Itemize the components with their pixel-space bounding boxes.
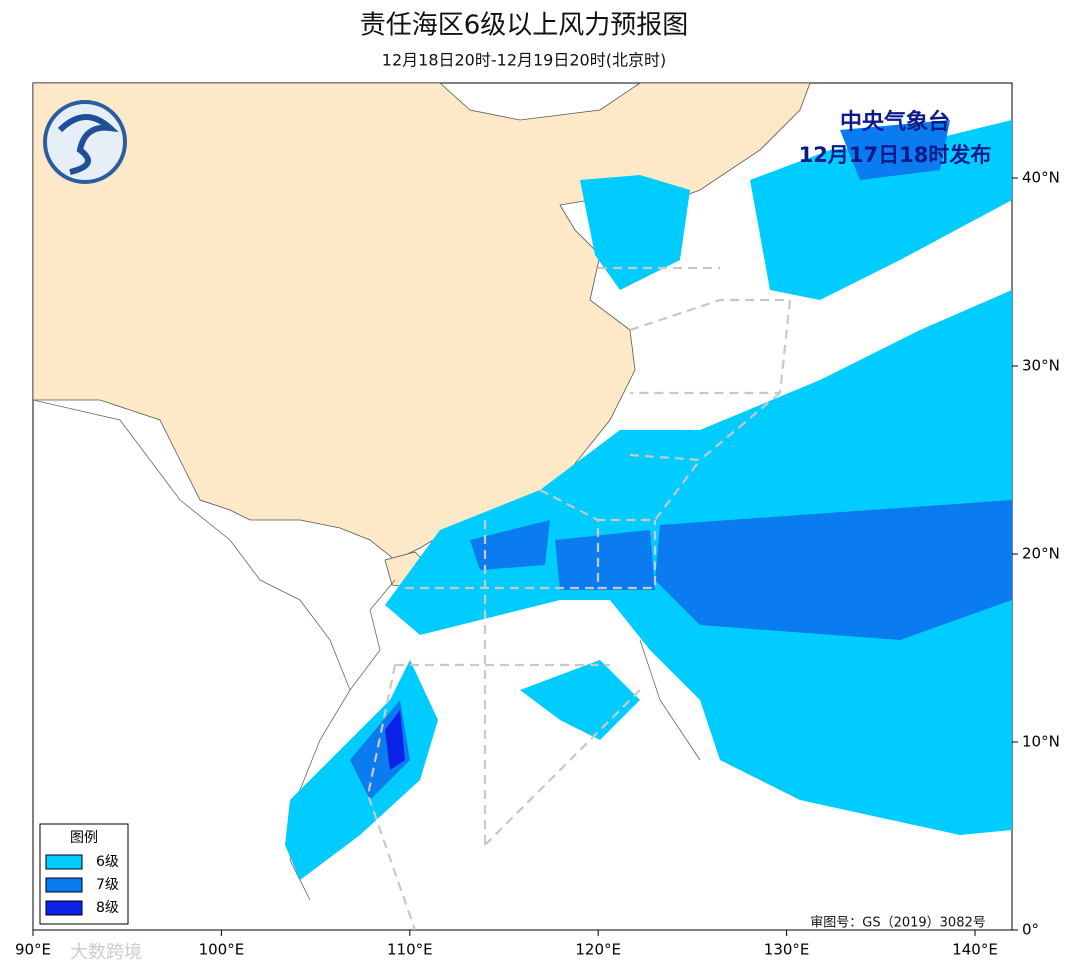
map-body bbox=[32, 82, 1013, 931]
subtitle: 12月18日20时-12月19日20时(北京时) bbox=[382, 51, 666, 70]
lon-label: 120°E bbox=[575, 941, 621, 959]
wind-area bbox=[385, 710, 405, 770]
lat-label: 10°N bbox=[1022, 733, 1060, 751]
lat-label: 0° bbox=[1022, 921, 1039, 939]
lat-label: 20°N bbox=[1022, 545, 1060, 563]
zone-lines bbox=[366, 266, 792, 930]
wind-area bbox=[520, 660, 640, 740]
legend-title: 图例 bbox=[70, 830, 98, 846]
review-number: 审图号：GS（2019）3082号 bbox=[810, 916, 986, 931]
lon-label: 130°E bbox=[764, 941, 810, 959]
wind-area bbox=[840, 120, 950, 180]
legend-swatch bbox=[45, 900, 83, 916]
wind-area bbox=[750, 120, 1012, 300]
lon-label: 100°E bbox=[199, 941, 245, 959]
wind-area bbox=[580, 175, 690, 290]
lat-label: 40°N bbox=[1022, 169, 1060, 187]
logo-mark bbox=[57, 114, 119, 175]
legend-label: 8级 bbox=[96, 900, 119, 916]
lon-label: 140°E bbox=[952, 941, 998, 959]
lon-label: 110°E bbox=[387, 941, 433, 959]
legend-box bbox=[39, 823, 129, 925]
wind-area bbox=[655, 500, 1012, 640]
wind-areas bbox=[285, 120, 1012, 880]
wind-area bbox=[555, 530, 655, 590]
title: 责任海区6级以上风力预报图 bbox=[360, 11, 689, 41]
legend-swatch bbox=[45, 877, 83, 893]
legend: 图例 6级 7级 8级 bbox=[39, 823, 129, 925]
legend-label: 7级 bbox=[96, 877, 119, 893]
lat-label: 30°N bbox=[1022, 357, 1060, 375]
watermark: 大数跨境 bbox=[70, 942, 142, 963]
wind-area bbox=[470, 520, 550, 570]
legend-swatch bbox=[45, 854, 83, 870]
lon-label: 90°E bbox=[15, 941, 51, 959]
issuer-time: 12月17日18时发布 bbox=[799, 143, 992, 167]
issuer-name: 中央气象台 bbox=[840, 109, 950, 135]
legend-label: 6级 bbox=[96, 854, 119, 870]
